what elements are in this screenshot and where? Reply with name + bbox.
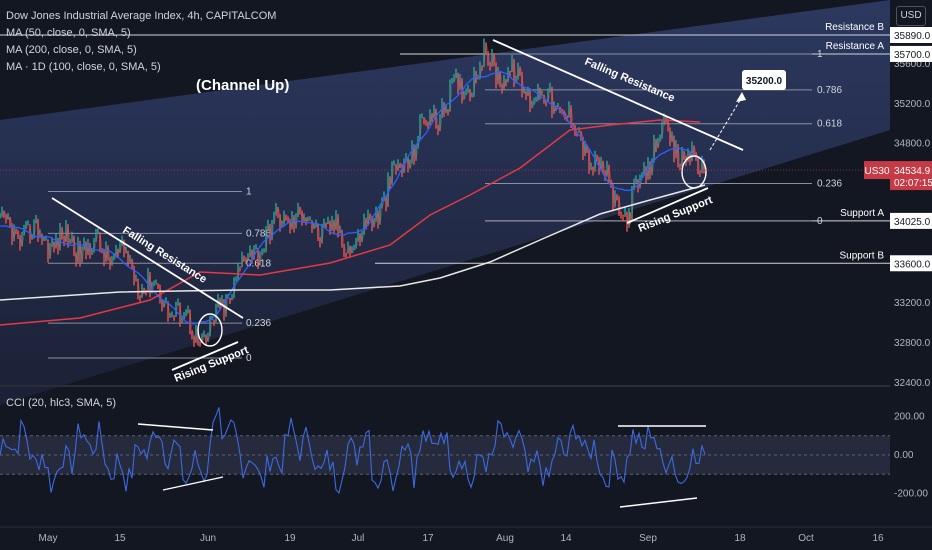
- target-box: [742, 70, 786, 90]
- currency-button[interactable]: USD: [896, 6, 926, 26]
- x-tick-label: 14: [560, 533, 572, 544]
- ma50-line: [0, 70, 706, 325]
- level-label: Support A: [840, 208, 884, 219]
- level-label: Resistance A: [826, 41, 885, 52]
- level-value: 33600.0: [894, 259, 931, 270]
- target-arrow: [709, 96, 743, 151]
- y-tick-label: 32800.0: [894, 338, 931, 349]
- fib-right-label: 0.236: [817, 179, 842, 190]
- level-value: 34025.0: [894, 217, 931, 228]
- level-value-box: [890, 212, 932, 229]
- y-tick-label: 34800.0: [894, 139, 931, 150]
- cci-trendline: [137, 423, 214, 431]
- y-tick-label: 35600.0: [894, 59, 931, 70]
- ma200-label[interactable]: MA (200, close, 0, SMA, 5): [6, 44, 137, 56]
- y-tick-label: 35200.0: [894, 99, 931, 110]
- x-tick-label: Jun: [200, 533, 216, 544]
- price-countdown: 02:07:15: [894, 178, 932, 189]
- x-tick-label: Aug: [496, 533, 514, 544]
- x-tick-label: Jul: [352, 533, 365, 544]
- x-tick-label: Sep: [639, 533, 657, 544]
- highlight-circle: [681, 155, 707, 189]
- cci-y-tick-label: 0.00: [894, 450, 914, 461]
- fib-left-label: 1: [246, 186, 252, 197]
- target-label: 35200.0: [746, 76, 783, 87]
- price-value: 34534.9: [894, 166, 931, 177]
- fib-left-label: 0.618: [246, 258, 271, 269]
- cci-label[interactable]: CCI (20, hlc3, SMA, 5): [6, 397, 117, 409]
- level-value: 35890.0: [894, 31, 931, 42]
- rising-support-right: [626, 187, 709, 224]
- y-tick-label: 33200.0: [894, 298, 931, 309]
- cci-trendline: [619, 497, 698, 508]
- falling-resistance-left: [51, 197, 244, 319]
- fib-left-label: 0.236: [246, 318, 271, 329]
- level-value: 35700.0: [894, 50, 931, 61]
- x-tick-label: 18: [734, 533, 746, 544]
- x-tick-label: 17: [422, 533, 434, 544]
- ma100-label[interactable]: MA · 1D (100, close, 0, SMA, 5): [6, 61, 161, 73]
- chart-title: Dow Jones Industrial Average Index, 4h, …: [6, 10, 277, 22]
- x-tick-label: Oct: [798, 533, 814, 544]
- level-label: Support B: [840, 250, 885, 261]
- fib-right-label: 0.618: [817, 119, 842, 130]
- rising-support-left: [171, 341, 239, 371]
- symbol-badge: [864, 161, 890, 180]
- highlight-circle: [197, 313, 223, 347]
- cci-line: [0, 407, 706, 494]
- x-tick-label: 15: [114, 533, 126, 544]
- level-value-box: [890, 45, 932, 62]
- x-tick-label: 19: [284, 533, 296, 544]
- fib-left-label: 0.786: [246, 228, 271, 239]
- falling-resistance-right: [492, 39, 744, 151]
- price-badge: [890, 161, 932, 191]
- symbol-label: US30: [864, 166, 889, 177]
- chart-legend: Dow Jones Industrial Average Index, 4h, …: [6, 8, 276, 76]
- y-tick-label: 32400.0: [894, 378, 931, 389]
- fib-left-label: 0: [246, 353, 252, 364]
- fib-right-label: 0.786: [817, 85, 842, 96]
- x-tick-label: May: [39, 533, 58, 544]
- cci-trendline: [162, 476, 224, 491]
- level-value-box: [890, 255, 932, 272]
- ma200-line: [0, 119, 701, 326]
- cci-y-tick-label: -200.00: [894, 489, 928, 500]
- fib-right-label: 1: [817, 49, 823, 60]
- channel-up-label: (Channel Up): [196, 77, 289, 94]
- fib-right-label: 0: [817, 216, 823, 227]
- x-tick-label: 16: [872, 533, 884, 544]
- level-value-box: [890, 27, 932, 43]
- cci-y-tick-label: 200.00: [894, 412, 925, 423]
- target-arrowhead: [736, 92, 746, 102]
- level-label: Resistance B: [825, 22, 884, 33]
- price-axis: [890, 0, 932, 550]
- ma50-label[interactable]: MA (50, close, 0, SMA, 5): [6, 27, 131, 39]
